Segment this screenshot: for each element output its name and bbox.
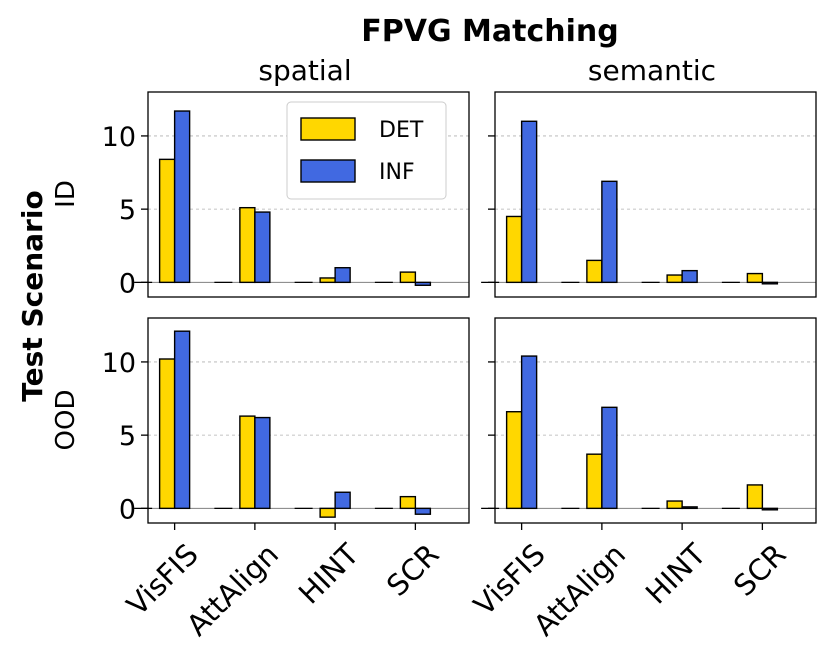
bar-det-visfis [505, 411, 523, 510]
legend-label-det: DET [379, 118, 424, 143]
legend-swatch-inf [300, 159, 356, 183]
bar-det-scr [746, 272, 764, 284]
y-tick-label-10: 10 [102, 348, 136, 379]
bar-inf-visfis [520, 355, 538, 510]
bar-det-attalign [586, 259, 603, 284]
bar-inf-hint [681, 506, 698, 510]
bar-det-attalign [239, 415, 256, 510]
bar-inf-scr [414, 281, 432, 286]
bar-det-hint [666, 274, 683, 284]
bar-inf-visfis [173, 110, 191, 284]
panel-id-semantic [481, 91, 817, 298]
bar-det-visfis [505, 215, 523, 284]
x-tick-label-hint: HINT [292, 537, 366, 611]
y-tick-label-5: 5 [119, 421, 136, 452]
panel-frame [494, 91, 817, 298]
bar-inf-hint [681, 269, 698, 284]
bar-inf-visfis [173, 330, 191, 510]
bar-det-visfis [158, 358, 176, 510]
bar-inf-attalign [254, 416, 271, 510]
x-tick-label-scr: SCR [380, 537, 446, 603]
bar-det-visfis [158, 158, 176, 284]
bar-det-hint [319, 277, 336, 284]
bar-det-attalign [586, 453, 603, 510]
bar-inf-scr [414, 507, 432, 515]
bar-det-hint [666, 500, 683, 510]
panel-id-spatial: 0 5 10 [102, 91, 470, 299]
column-title-semantic: semantic [588, 54, 716, 87]
panel-frame [147, 317, 470, 524]
bar-inf-hint [334, 267, 351, 284]
chart-title: FPVG Matching [361, 14, 618, 49]
y-axis-title: Test Scenario [16, 190, 49, 401]
y-tick-label-0: 0 [119, 494, 136, 525]
y-tick-label-5: 5 [119, 195, 136, 226]
column-title-spatial: spatial [258, 54, 351, 87]
legend-swatch-det [300, 117, 356, 141]
y-tick-label-0: 0 [119, 268, 136, 299]
panel-frame [494, 317, 817, 524]
bar-inf-scr [761, 281, 779, 285]
bar-det-attalign [239, 206, 256, 284]
bar-det-scr [399, 495, 417, 510]
x-tick-label-scr: SCR [727, 537, 793, 603]
bar-inf-hint [334, 491, 351, 510]
bar-inf-attalign [601, 406, 618, 510]
legend: DET INF [286, 101, 447, 200]
bar-det-scr [399, 271, 417, 284]
bar-inf-attalign [254, 211, 271, 284]
x-tick-label-hint: HINT [639, 537, 713, 611]
row-label-id: ID [51, 180, 81, 208]
y-tick-label-10: 10 [102, 122, 136, 153]
bar-inf-attalign [601, 180, 618, 284]
row-label-ood: OOD [51, 390, 81, 451]
legend-label-inf: INF [379, 160, 415, 185]
bar-det-hint [319, 507, 336, 518]
bar-inf-visfis [520, 120, 538, 284]
legend-box [286, 101, 447, 200]
panel-frame [147, 91, 470, 298]
bar-inf-scr [761, 507, 779, 511]
bar-det-scr [746, 484, 764, 510]
